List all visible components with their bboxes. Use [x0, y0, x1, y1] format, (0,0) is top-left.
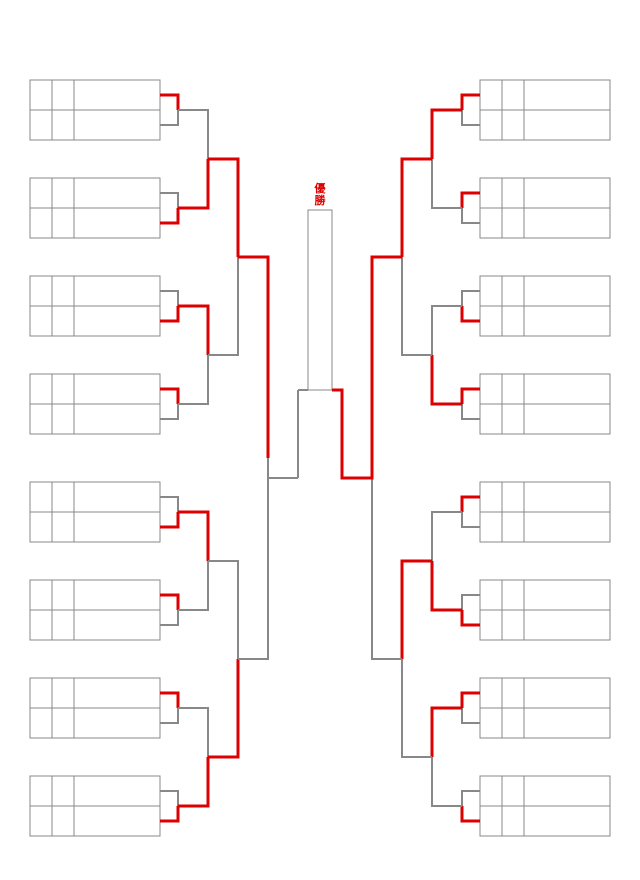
champion-box	[308, 210, 332, 390]
svg-text:勝: 勝	[315, 193, 327, 207]
champion-label: 優	[314, 181, 327, 195]
tournament-bracket: 優勝	[0, 0, 640, 880]
